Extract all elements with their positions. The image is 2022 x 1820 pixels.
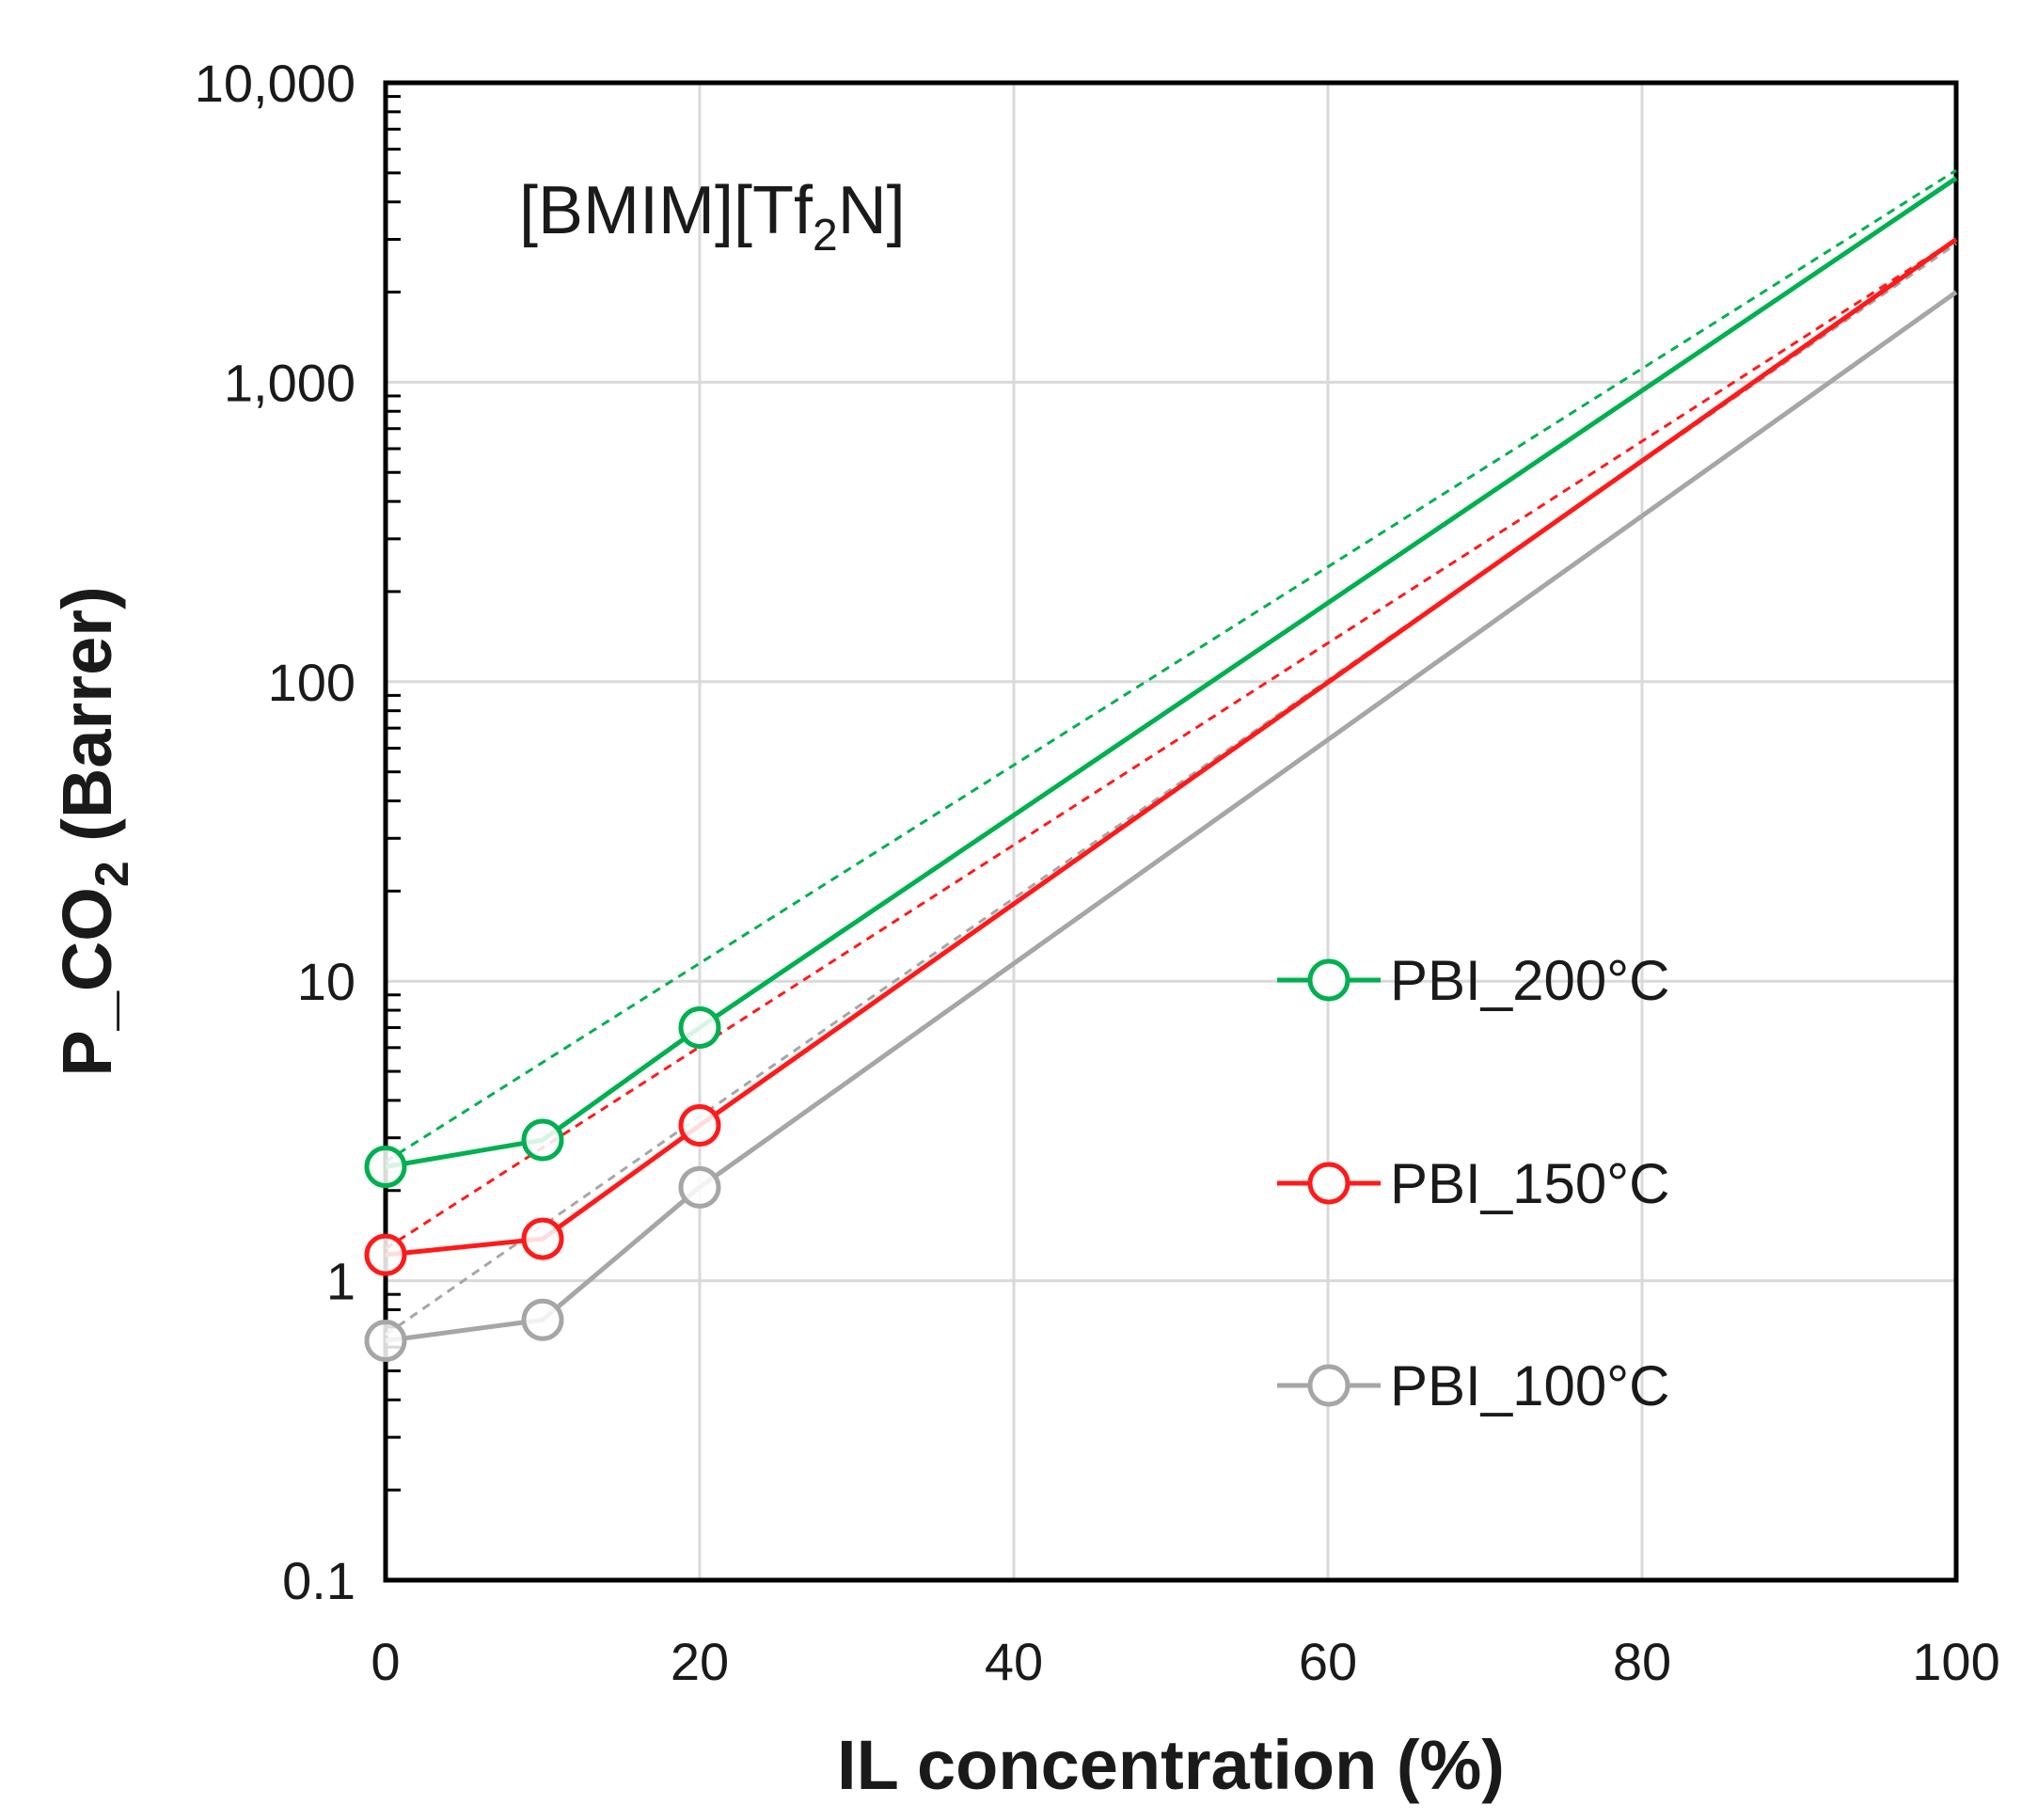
y-tick-label: 1,000	[224, 353, 355, 412]
y-tick-label: 100	[268, 653, 355, 712]
annotation-subscript: 2	[813, 211, 838, 261]
series-line	[385, 290, 1958, 1343]
data-point	[364, 1233, 407, 1276]
plot-frame	[383, 80, 1959, 1583]
data-point	[364, 1146, 407, 1189]
data-point	[521, 1217, 564, 1260]
x-tick-labels: 0 20 40 60 80 100	[371, 1632, 1999, 1691]
grid	[386, 83, 1956, 1580]
annotation-main: [BMIM][Tf	[519, 173, 814, 248]
series-line	[385, 176, 1958, 1169]
legend-label: PBI_100°C	[1390, 1354, 1670, 1417]
data-point	[521, 1118, 564, 1162]
x-tick-label: 80	[1613, 1632, 1671, 1691]
trend-line	[385, 238, 1957, 1250]
y-axis-title-main: P_CO	[48, 887, 126, 1077]
y-tick-label: 10	[297, 952, 355, 1011]
trend-lines	[385, 168, 1957, 1337]
x-tick-label: 100	[1912, 1632, 1999, 1691]
trend-line	[385, 242, 1957, 1337]
legend-label: PBI_200°C	[1390, 949, 1670, 1012]
data-point	[678, 1104, 721, 1147]
y-axis-title: P_CO2 (Barrer)	[48, 586, 138, 1076]
y-tick-label: 0.1	[282, 1551, 355, 1610]
y-tick-labels: 0.1 1 10 100 1,000 10,000	[195, 54, 355, 1610]
x-tick-label: 0	[371, 1632, 400, 1691]
series-markers	[364, 1006, 721, 1362]
legend-marker	[1307, 1364, 1351, 1407]
x-tick-label: 20	[671, 1632, 729, 1691]
legend-label: PBI_150°C	[1390, 1152, 1670, 1215]
x-tick-label: 60	[1299, 1632, 1357, 1691]
annotation-tail: N]	[838, 173, 906, 248]
legend-marker	[1307, 958, 1351, 1002]
y-axis-title-subscript: 2	[86, 861, 138, 887]
data-point	[364, 1319, 407, 1362]
series-lines	[385, 176, 1958, 1343]
x-axis-title: IL concentration (%)	[837, 1726, 1505, 1804]
data-point	[678, 1165, 721, 1209]
data-point	[521, 1298, 564, 1341]
x-tick-label: 40	[985, 1632, 1043, 1691]
series-line	[385, 237, 1958, 1258]
legend-marker	[1307, 1162, 1351, 1205]
legend: PBI_200°C PBI_150°C PBI_100°C	[1277, 949, 1670, 1417]
data-point	[678, 1006, 721, 1050]
annotation-label: [BMIM][Tf2N]	[519, 173, 906, 261]
y-tick-label: 1	[326, 1252, 355, 1311]
y-axis-title-tail: (Barrer)	[48, 586, 126, 861]
y-tick-label: 10,000	[195, 54, 355, 113]
